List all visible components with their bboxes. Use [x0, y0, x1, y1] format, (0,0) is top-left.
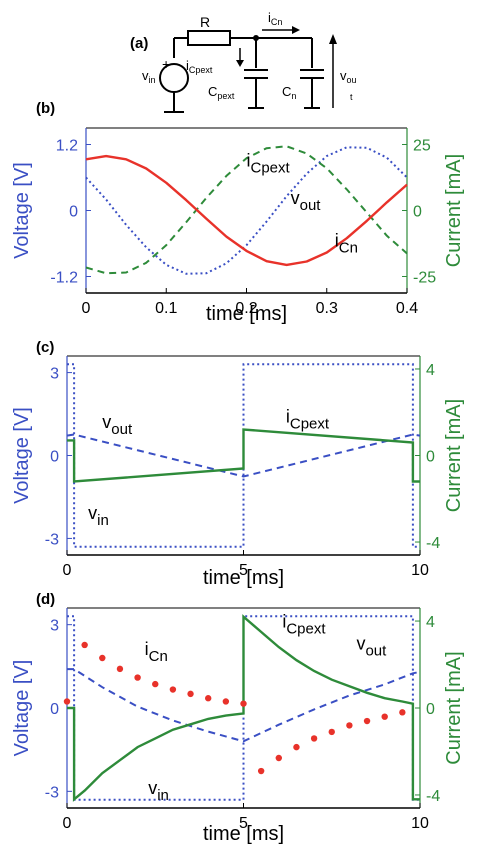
- label-icpext: iCpext: [186, 58, 213, 75]
- x-tick-label: 0: [63, 815, 72, 832]
- label-vout-t: t: [350, 92, 353, 102]
- y-right-tick-label: -25: [413, 270, 436, 287]
- annotation-iCpext: iCpext: [247, 151, 291, 177]
- series-iCn-point: [346, 722, 353, 729]
- series-iCn-point: [363, 717, 371, 725]
- x-axis-label: time [ms]: [203, 567, 284, 589]
- series-iCpext-line: [67, 428, 420, 483]
- y-right-tick-label: -4: [426, 535, 440, 552]
- series-iCn-point: [99, 654, 106, 662]
- panel-label: (b): [36, 100, 55, 117]
- x-tick-label: 5: [239, 562, 248, 579]
- y-right-tick-label: 4: [426, 362, 435, 379]
- label-r: R: [200, 14, 210, 30]
- series-vout-line: [85, 146, 408, 275]
- series-vout-line: [66, 433, 421, 478]
- y-left-axis-label: Voltage [V]: [11, 162, 33, 259]
- series-iCpext-line: [67, 614, 420, 802]
- y-left-tick-label: 0: [69, 204, 78, 221]
- y-right-tick-label: 4: [426, 614, 435, 631]
- annotation-vout: vout: [102, 412, 133, 438]
- label-cpext: Cpext: [208, 84, 235, 101]
- series-iCn-point: [399, 709, 406, 716]
- series-iCn-point: [134, 674, 141, 681]
- y-right-tick-label: 0: [426, 449, 435, 466]
- annotation-vout: vout: [356, 634, 387, 660]
- circuit-diagram: (a) R + vin iCpe: [130, 10, 357, 113]
- x-tick-label: 0.2: [235, 300, 257, 317]
- panel-label: (d): [36, 591, 55, 608]
- label-vin: vin: [142, 68, 156, 85]
- annotation-vout: vout: [291, 188, 322, 214]
- label-plus: +: [162, 56, 170, 72]
- series-iCn-line: [85, 154, 408, 267]
- series-iCn-point: [257, 767, 265, 775]
- x-axis-label: time [ms]: [206, 303, 287, 325]
- annotation-vin: vin: [148, 778, 169, 804]
- y-left-axis-label: Voltage [V]: [11, 407, 33, 504]
- series-iCn-point: [328, 728, 335, 736]
- y-left-tick-label: 0: [50, 449, 59, 466]
- x-tick-label: 10: [411, 562, 429, 579]
- series-iCn-point: [169, 686, 177, 693]
- annotation-iCn: iCn: [145, 639, 168, 665]
- y-left-tick-label: 3: [50, 366, 59, 383]
- series-iCn-point: [152, 680, 159, 688]
- y-left-tick-label: 3: [50, 618, 59, 635]
- series-iCn-point: [240, 700, 247, 707]
- y-left-tick-label: 0: [50, 701, 59, 718]
- y-right-tick-label: 0: [413, 204, 422, 221]
- y-left-tick-label: -3: [45, 531, 59, 548]
- series-iCn-point: [275, 754, 282, 762]
- x-tick-label: 0.4: [396, 300, 418, 317]
- series-iCn-point: [63, 698, 71, 705]
- y-left-axis-label: Voltage [V]: [11, 660, 33, 757]
- x-tick-label: 0.3: [316, 300, 338, 317]
- series-iCpext-line: [85, 145, 408, 275]
- x-axis-label: time [ms]: [203, 823, 284, 845]
- series-iCn-point: [205, 695, 212, 702]
- annotation-vin: vin: [88, 503, 109, 529]
- x-tick-label: 0: [82, 300, 91, 317]
- series-iCn-point: [81, 641, 88, 649]
- y-right-axis-label: Current [mA]: [443, 154, 465, 267]
- label-cn: Cn: [282, 84, 296, 101]
- y-left-tick-label: 1.2: [56, 138, 78, 155]
- series-iCn-point: [187, 690, 194, 698]
- panel-label: (c): [36, 339, 54, 356]
- resistor-r: [187, 30, 231, 46]
- x-tick-label: 0.1: [155, 300, 177, 317]
- x-tick-label: 10: [411, 815, 429, 832]
- series-iCn-point: [116, 665, 124, 673]
- panel-label-a: (a): [130, 35, 148, 52]
- annotation-iCn: iCn: [335, 230, 358, 256]
- series-vout-line: [67, 668, 421, 743]
- label-icn: iCn: [268, 10, 282, 27]
- y-left-tick-label: -1.2: [50, 270, 78, 287]
- x-tick-label: 0: [63, 562, 72, 579]
- label-vout: vou: [340, 68, 357, 85]
- x-tick-label: 5: [239, 815, 248, 832]
- annotation-iCpext: iCpext: [286, 406, 330, 432]
- series-iCn-point: [310, 735, 318, 742]
- series-iCn-point: [222, 698, 230, 705]
- y-right-axis-label: Current [mA]: [443, 399, 465, 512]
- y-right-axis-label: Current [mA]: [443, 651, 465, 764]
- y-right-tick-label: 25: [413, 138, 431, 155]
- annotation-iCpext: iCpext: [282, 611, 326, 637]
- y-left-tick-label: -3: [45, 784, 59, 801]
- y-right-tick-label: 0: [426, 701, 435, 718]
- y-right-tick-label: -4: [426, 788, 440, 805]
- series-iCn-point: [381, 713, 388, 720]
- series-iCn-point: [293, 743, 300, 751]
